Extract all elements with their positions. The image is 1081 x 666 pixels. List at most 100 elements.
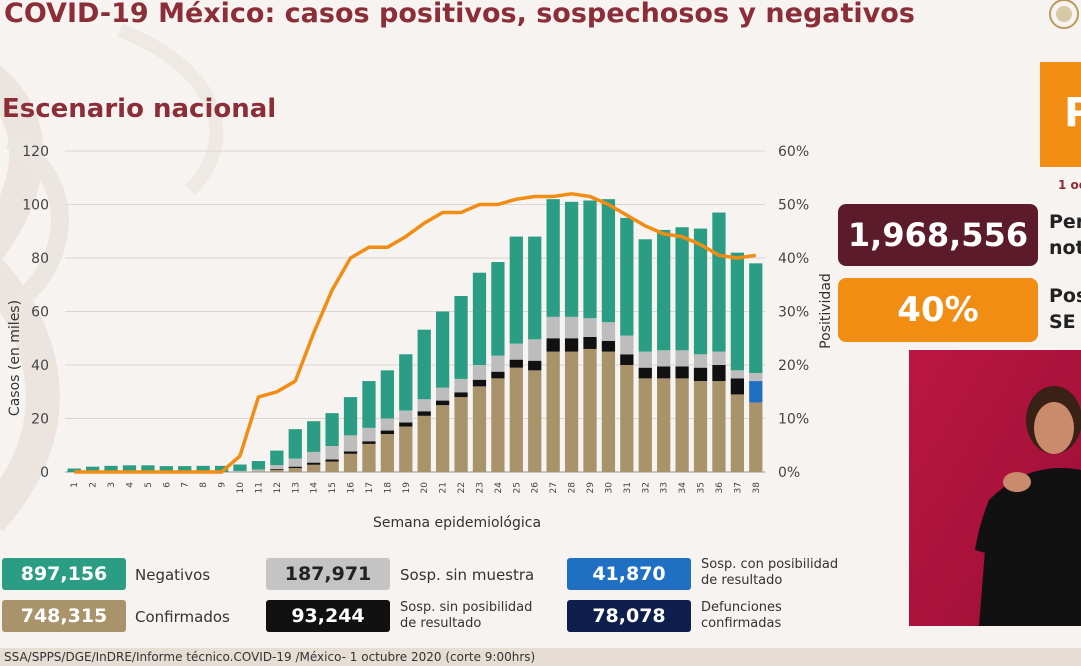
bar-segment: [693, 367, 708, 382]
bar-segment: [214, 465, 229, 472]
bar-segment: [325, 461, 339, 472]
bar-segment: [693, 381, 708, 472]
bar-segment: [325, 459, 339, 462]
x-tick-label: 7: [181, 482, 191, 488]
y2-tick-label: 30%: [778, 305, 809, 321]
bar-segment: [454, 392, 468, 398]
bar-segment: [454, 378, 468, 393]
bar-segment: [546, 338, 560, 352]
bar-segment: [159, 466, 173, 472]
x-tick-label: 26: [531, 482, 541, 494]
bar-segment: [620, 365, 634, 472]
y2-tick-label: 60%: [778, 144, 809, 160]
bar-segment: [712, 212, 726, 352]
bar-segment: [491, 371, 505, 379]
x-tick-label: 19: [402, 482, 412, 494]
x-tick-label: 16: [347, 482, 357, 494]
y-tick-label: 20: [31, 412, 49, 428]
bar-segment: [712, 381, 726, 472]
bar-segment: [546, 199, 560, 317]
x-tick-label: 22: [457, 482, 467, 493]
bar-segment: [675, 378, 689, 472]
bar-segment: [380, 434, 394, 472]
y-tick-label: 0: [40, 465, 49, 481]
bar-segment: [583, 348, 597, 472]
bar-segment: [675, 227, 689, 351]
defunciones-label-1: Defunciones: [701, 600, 782, 615]
positivity-value: 40%: [838, 278, 1038, 342]
bar-segment: [380, 430, 394, 435]
x-tick-label: 38: [752, 482, 762, 494]
x-tick-label: 25: [512, 482, 522, 493]
bar-segment: [491, 262, 505, 356]
bar-segment: [454, 397, 468, 472]
bar-segment: [509, 343, 523, 360]
negativos-value: 897,156: [2, 558, 126, 590]
bar-segment: [657, 229, 671, 351]
bar-segment: [417, 411, 431, 416]
sosp-sin-posibilidad-label-2: de resultado: [400, 616, 482, 631]
bar-segment: [509, 367, 523, 472]
sosp-con-posibilidad-label-2: de resultado: [701, 573, 783, 588]
bar-segment: [546, 316, 560, 339]
bar-segment: [380, 418, 394, 431]
bar-segment: [528, 370, 542, 472]
bar-segment: [270, 450, 284, 466]
bar-segment: [288, 429, 302, 459]
bar-segment: [472, 386, 487, 472]
positivity-label-1: Pos: [1049, 285, 1081, 307]
x-tick-label: 8: [199, 482, 209, 488]
bar-segment: [417, 415, 431, 472]
sosp-con-posibilidad-label-1: Sosp. con posibilidad: [701, 557, 839, 572]
y2-axis-title: Positividad: [818, 273, 830, 349]
bar-segment: [509, 236, 523, 344]
bar-segment: [325, 413, 339, 447]
bar-segment: [399, 422, 413, 427]
y-tick-label: 40: [31, 358, 49, 374]
bar-segment: [675, 350, 689, 367]
bar-segment: [343, 453, 358, 472]
x-tick-label: 36: [715, 482, 725, 494]
bar-segment: [362, 441, 376, 444]
bar-segment: [583, 318, 597, 337]
bar-segment: [270, 469, 284, 472]
bar-segment: [307, 462, 321, 465]
bar-segment: [362, 427, 376, 442]
bar-segment: [436, 311, 450, 388]
bar-segment: [546, 351, 560, 472]
bar-segment: [730, 252, 744, 371]
bar-segment: [399, 410, 413, 423]
bar-segment: [657, 378, 671, 472]
bar-segment: [307, 464, 321, 472]
bar-segment: [657, 366, 671, 379]
bar-segment: [693, 228, 708, 355]
bar-segment: [380, 370, 394, 419]
y-tick-label: 120: [22, 144, 49, 160]
x-tick-label: 15: [328, 482, 338, 493]
bar-segment: [638, 239, 652, 352]
kpi-date: 1 oc: [1058, 178, 1081, 192]
total-notified-label-1: Per: [1049, 211, 1081, 233]
x-tick-label: 31: [623, 482, 633, 493]
bar-segment: [564, 351, 579, 472]
bar-segment: [564, 201, 579, 317]
x-tick-label: 1: [70, 482, 80, 488]
bar-segment: [564, 316, 579, 339]
bar-segment: [712, 365, 726, 382]
confirmados-value: 748,315: [2, 600, 126, 632]
bar-segment: [712, 351, 726, 365]
bar-segment: [307, 421, 321, 452]
bar-segment: [528, 360, 542, 371]
bar-segment: [288, 466, 302, 468]
bar-segment: [730, 378, 744, 395]
x-tick-label: 20: [420, 482, 430, 494]
bar-segment: [270, 465, 284, 470]
bar-segment: [104, 465, 118, 472]
bar-segment: [749, 381, 763, 403]
y2-tick-label: 40%: [778, 251, 809, 267]
kpi-card-top-text: P: [1064, 90, 1081, 136]
bar-segment: [343, 397, 358, 436]
y-tick-label: 60: [31, 305, 49, 321]
